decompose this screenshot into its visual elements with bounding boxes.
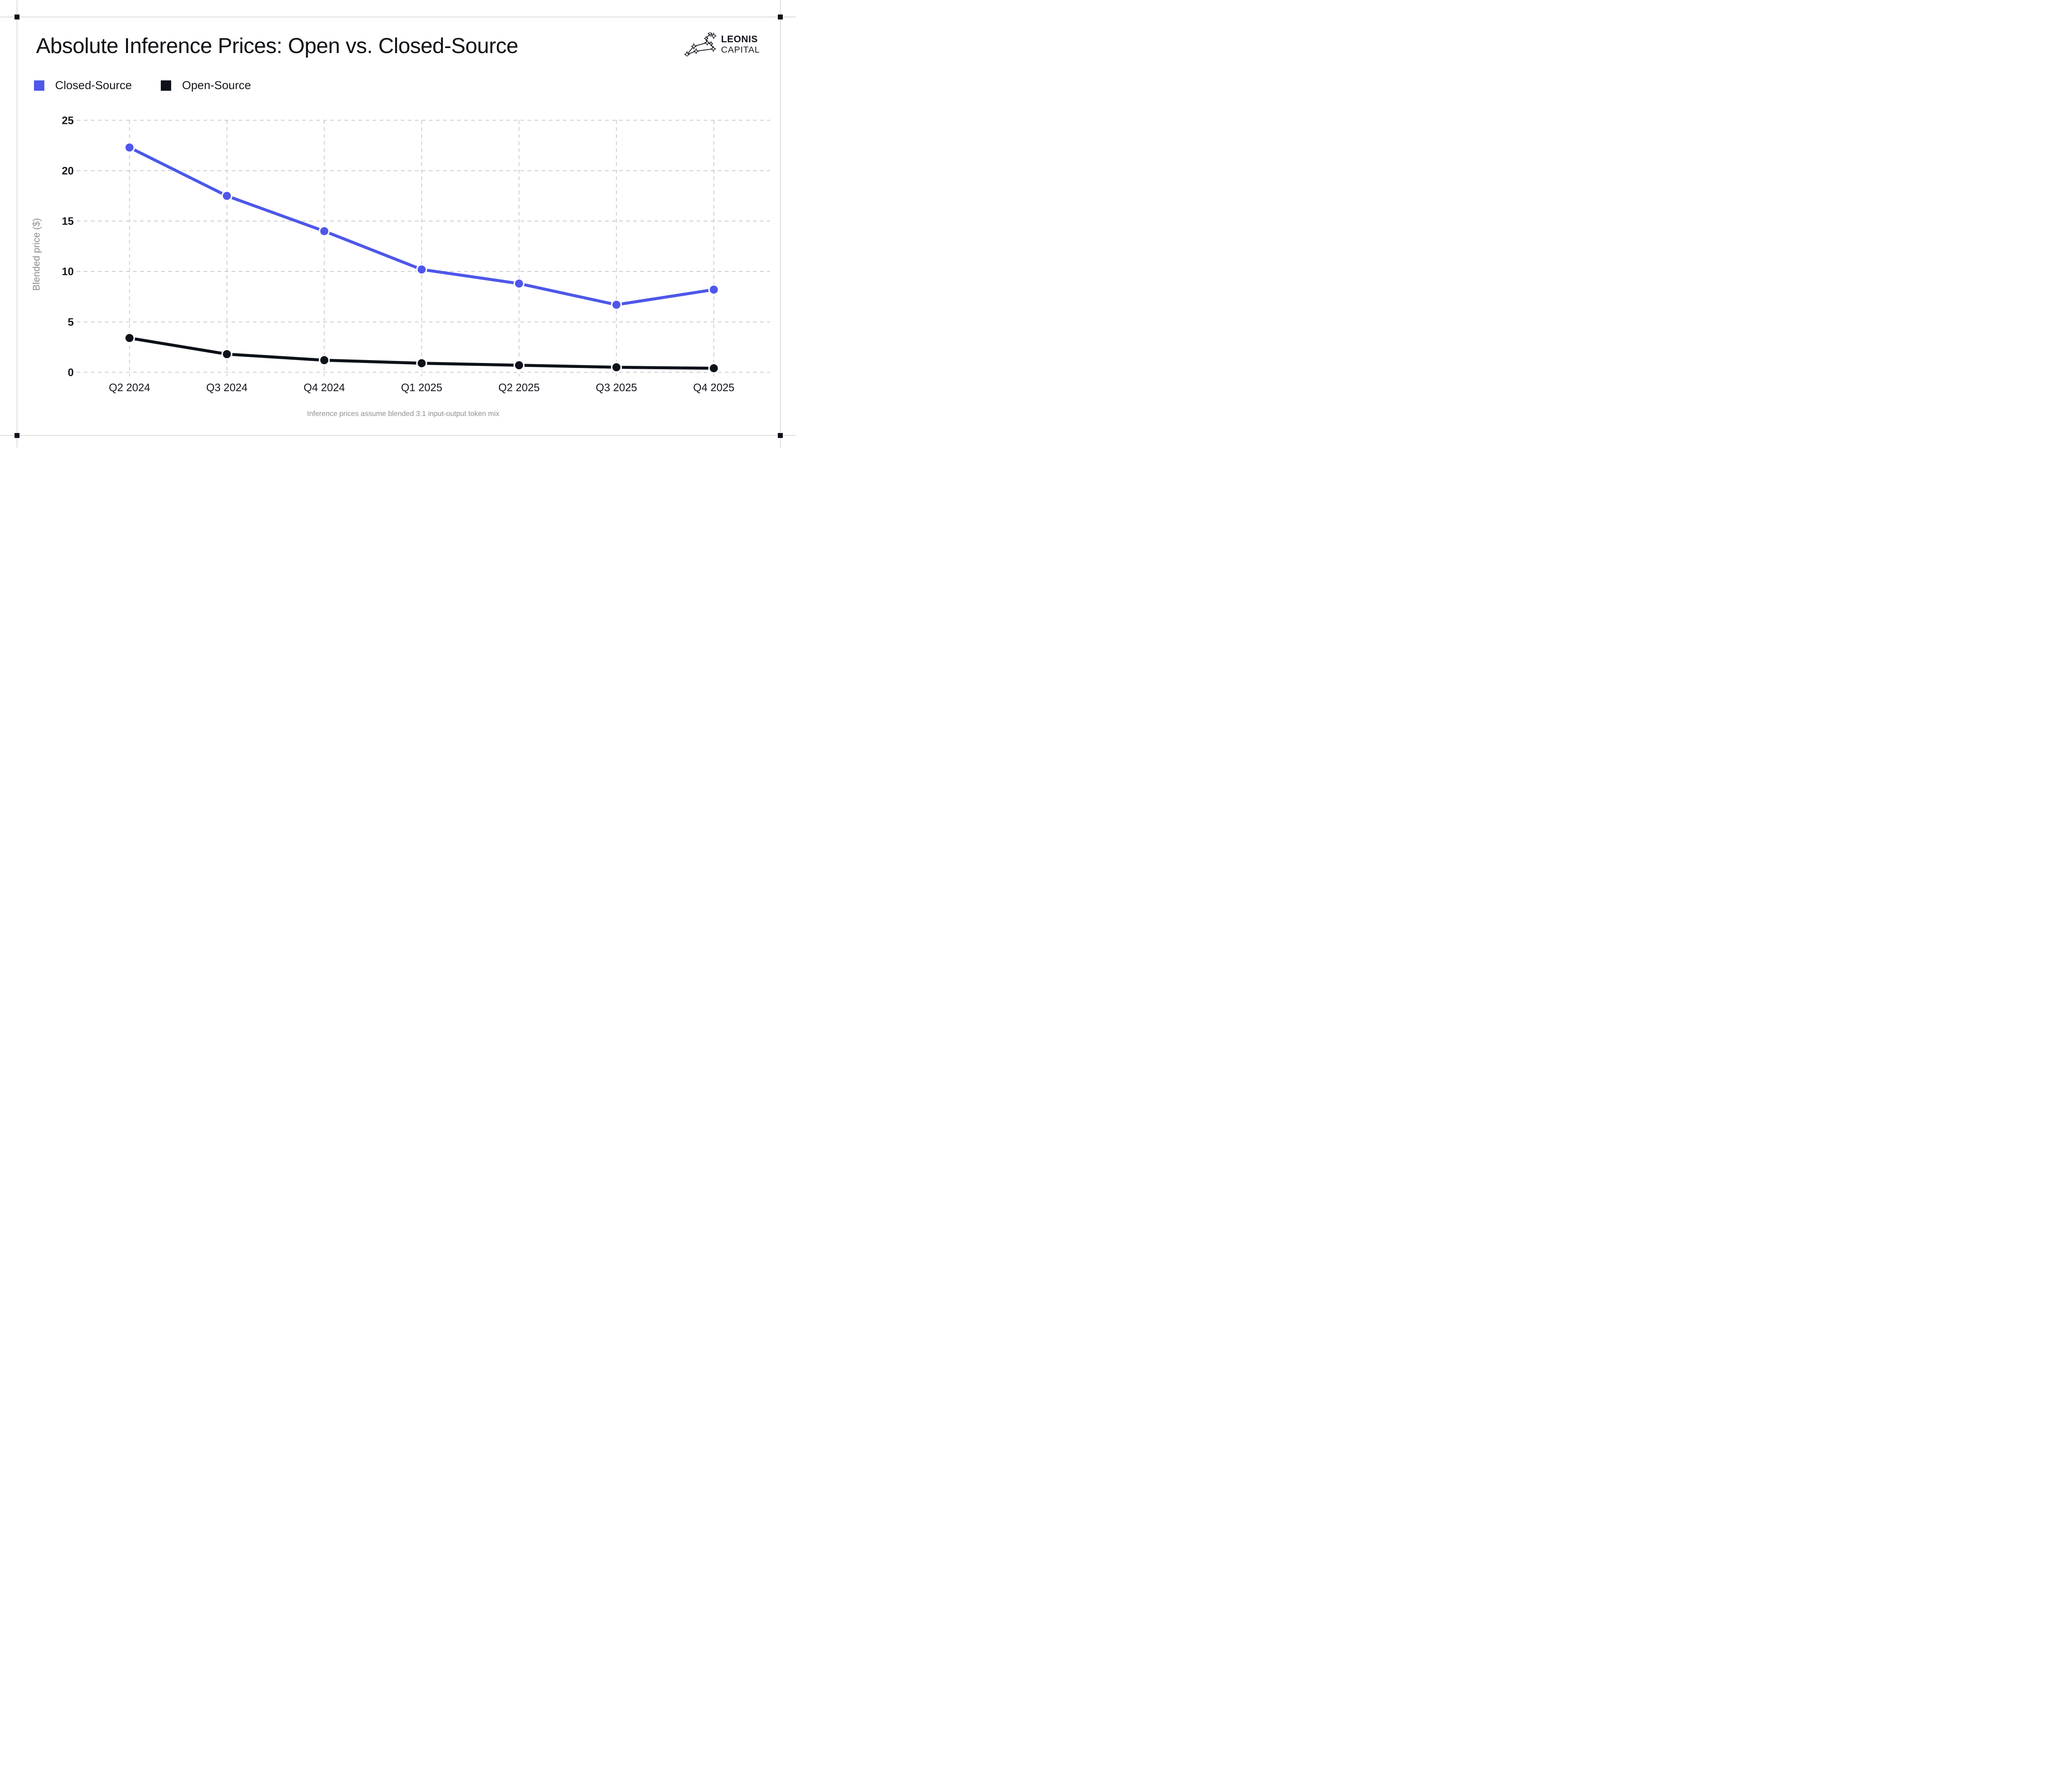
y-tick-label: 25 [62,114,74,126]
x-tick-label: Q4 2025 [693,381,735,394]
data-point-open-source [124,332,135,344]
data-point-open-source [513,360,525,371]
data-point-closed-source [319,225,330,237]
x-tick-label: Q2 2024 [109,381,150,394]
legend-item-closed-source[interactable]: Closed-Source [34,79,132,92]
page-title: Absolute Inference Prices: Open vs. Clos… [36,34,518,58]
y-tick-label: 10 [62,265,74,278]
canvas: Absolute Inference Prices: Open vs. Clos… [0,0,796,448]
y-tick-label: 20 [62,164,74,177]
line-chart: 0 5 10 15 20 25 Q2 2024 Q3 2024 Q4 2024 Q1 2025 Q2… [62,114,770,394]
selection-handle-top-left[interactable] [15,15,19,19]
x-tick-label: Q4 2024 [304,381,345,394]
selection-handle-bottom-left[interactable] [15,433,19,438]
brand-name: LEONIS CAPITAL [721,34,760,55]
x-tick-label: Q3 2025 [596,381,637,394]
legend-swatch-open-source [161,80,172,91]
legend-label: Closed-Source [55,79,132,92]
chart-footnote: Inference prices assume blended 3:1 inpu… [307,409,500,418]
y-tick-label: 5 [68,316,74,328]
crop-guide-right [780,0,781,448]
legend-item-open-source[interactable]: Open-Source [161,79,251,92]
x-tick-label: Q1 2025 [401,381,443,394]
y-axis-title: Blended price ($) [31,218,42,291]
data-point-closed-source [513,278,525,289]
brand-name-line2: CAPITAL [721,44,760,55]
brand-logo: LEONIS CAPITAL [684,32,760,56]
brand-name-line1: LEONIS [721,34,758,45]
crop-guide-bottom [0,435,796,436]
selection-handle-bottom-right[interactable] [778,433,783,438]
data-point-closed-source [124,142,135,153]
data-point-closed-source [708,284,719,295]
data-point-open-source [319,355,330,366]
leo-constellation-icon [684,32,716,56]
x-tick-label: Q3 2024 [206,381,248,394]
y-tick-label: 0 [68,366,74,379]
legend-swatch-closed-source [34,80,44,91]
data-point-open-source [221,348,232,360]
data-point-closed-source [221,190,232,201]
selection-handle-top-right[interactable] [778,15,783,19]
legend-label: Open-Source [182,79,251,92]
data-point-open-source [611,362,622,373]
data-point-open-source [708,363,719,374]
data-point-open-source [416,358,427,369]
data-point-closed-source [611,299,622,310]
y-tick-label: 15 [62,215,74,227]
chart-legend: Closed-Source Open-Source [34,79,251,92]
data-point-closed-source [416,264,427,275]
x-tick-label: Q2 2025 [499,381,540,394]
